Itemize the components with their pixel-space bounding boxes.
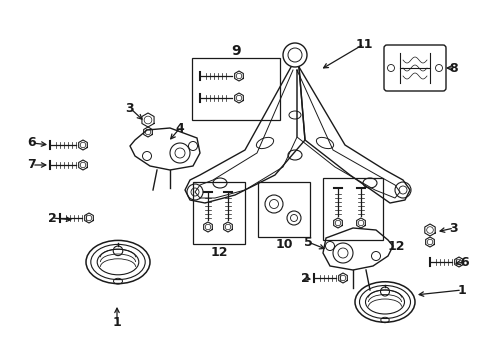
Bar xyxy=(192,58,280,120)
Text: 10: 10 xyxy=(275,238,292,252)
Text: 2: 2 xyxy=(47,211,56,225)
Bar xyxy=(193,182,244,244)
Text: 12: 12 xyxy=(387,239,405,252)
Text: 6: 6 xyxy=(28,136,36,149)
Text: 9: 9 xyxy=(231,44,240,58)
Text: 7: 7 xyxy=(27,158,36,171)
Text: 6: 6 xyxy=(460,256,468,269)
Text: 11: 11 xyxy=(354,37,372,50)
Bar xyxy=(258,182,309,237)
Text: 3: 3 xyxy=(449,221,457,234)
Text: 1: 1 xyxy=(457,284,466,297)
Text: 4: 4 xyxy=(175,122,184,135)
Text: 5: 5 xyxy=(303,235,312,248)
Text: 3: 3 xyxy=(125,102,134,114)
Text: 8: 8 xyxy=(449,62,457,75)
Text: 2: 2 xyxy=(300,271,309,284)
Bar xyxy=(323,178,382,240)
Text: 1: 1 xyxy=(112,315,121,328)
Text: 12: 12 xyxy=(210,246,227,258)
